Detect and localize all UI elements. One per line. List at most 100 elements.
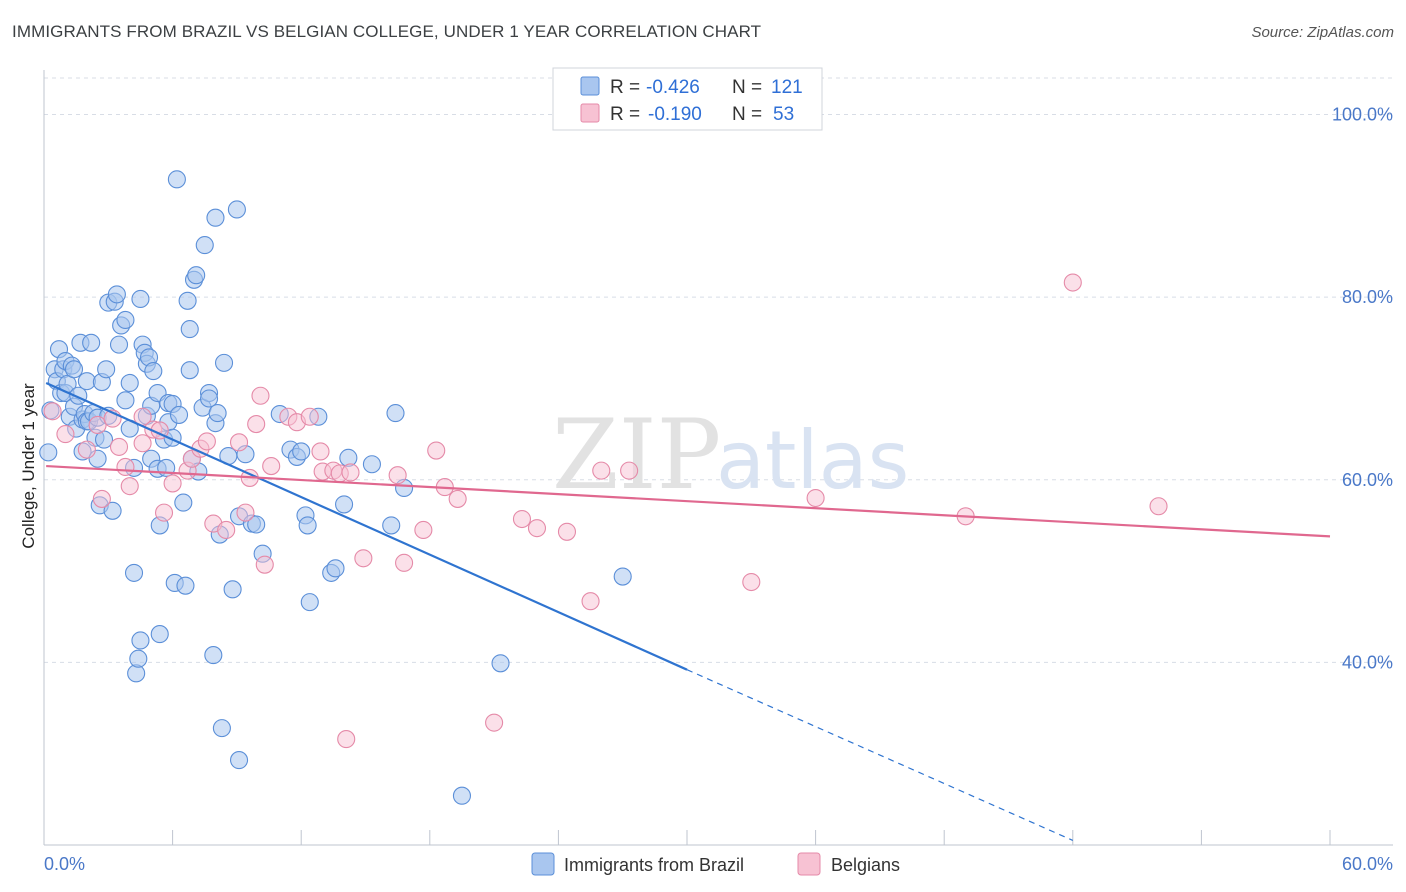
point-brazil [129, 649, 148, 668]
point-brazil [180, 320, 199, 339]
point-brazil [174, 493, 193, 512]
series-legend-label-brazil: Immigrants from Brazil [564, 855, 744, 875]
point-brazil [150, 625, 169, 644]
point-brazil [300, 593, 319, 612]
point-brazil [103, 501, 122, 520]
legend-swatch-belgians [580, 103, 600, 123]
legend-n-label-belgians: N = [732, 104, 762, 125]
point-brazil [491, 654, 510, 673]
point-brazil [167, 170, 186, 189]
point-belgians [337, 730, 356, 749]
point-belgians [247, 415, 266, 434]
watermark: ZIP atlas [552, 399, 909, 511]
legend-swatch-brazil [580, 76, 600, 96]
y-axis-label: College, Under 1 year [19, 383, 38, 549]
point-belgians [742, 572, 761, 592]
point-belgians [116, 457, 135, 477]
watermark-zip: ZIP [552, 399, 721, 511]
point-brazil [77, 372, 96, 391]
point-belgians [427, 441, 446, 460]
series-legend: Immigrants from Brazil Belgians [531, 852, 900, 876]
point-belgians [133, 434, 152, 453]
point-brazil [109, 335, 129, 354]
point-brazil [124, 563, 144, 582]
legend-r-value-belgians: -0.190 [648, 104, 702, 125]
point-belgians [557, 522, 577, 541]
point-belgians [109, 437, 129, 456]
point-brazil [227, 200, 246, 219]
point-belgians [77, 440, 96, 459]
point-brazil [82, 333, 101, 352]
point-brazil [144, 362, 163, 381]
trend-line-belgians [46, 464, 1331, 538]
point-belgians [448, 489, 467, 508]
series-legend-swatch-brazil [531, 852, 555, 876]
point-belgians [1063, 273, 1082, 292]
legend-n-value-brazil: 121 [771, 77, 803, 98]
point-belgians [88, 415, 107, 435]
legend-n-label-brazil: N = [732, 77, 762, 98]
point-belgians [354, 549, 373, 568]
trend-lines [45, 381, 1331, 841]
point-brazil [107, 285, 126, 304]
point-brazil [180, 361, 199, 380]
y-tick-label: 80.0% [1342, 287, 1393, 307]
point-belgians [262, 457, 281, 476]
point-brazil [116, 310, 135, 330]
point-belgians [300, 407, 319, 426]
point-brazil [199, 389, 219, 408]
point-brazil [247, 515, 266, 534]
point-brazil [613, 567, 632, 586]
point-belgians [120, 477, 139, 496]
point-belgians [581, 592, 600, 611]
x-tick-label-max: 60.0% [1342, 854, 1393, 874]
y-tick-labels: 40.0% 60.0% 80.0% 100.0% [1332, 105, 1393, 673]
point-belgians [43, 402, 62, 421]
point-belgians [236, 503, 255, 522]
chart-title: IMMIGRANTS FROM BRAZIL VS BELGIAN COLLEG… [12, 22, 762, 41]
point-brazil [382, 516, 401, 535]
y-tick-label: 60.0% [1342, 470, 1393, 490]
point-brazil [195, 236, 214, 255]
series-legend-swatch-belgians [797, 852, 821, 876]
point-belgians [620, 461, 639, 480]
grid [44, 77, 1393, 663]
point-brazil [362, 455, 381, 474]
series-legend-label-belgians: Belgians [831, 855, 900, 875]
point-belgians [92, 489, 111, 508]
point-brazil [187, 266, 206, 285]
x-tick-label-min: 0.0% [44, 854, 85, 874]
point-belgians [395, 553, 414, 572]
legend-r-value-brazil: -0.426 [646, 77, 700, 98]
point-belgians [341, 463, 360, 482]
series-belgians-points [43, 273, 1168, 749]
point-brazil [326, 559, 345, 578]
point-brazil [64, 360, 84, 379]
point-brazil [120, 373, 139, 393]
point-brazil [229, 751, 249, 770]
point-brazil [178, 291, 197, 310]
legend-n-value-belgians: 53 [773, 104, 794, 125]
point-brazil [298, 516, 317, 535]
stats-legend: R = -0.426 N = 121 R = -0.190 N = 53 [552, 67, 823, 131]
point-brazil [176, 576, 195, 595]
point-belgians [527, 519, 547, 538]
point-brazil [335, 495, 354, 514]
point-belgians [255, 555, 274, 574]
point-belgians [217, 520, 236, 540]
point-belgians [56, 425, 75, 444]
legend-r-label-brazil: R = [610, 77, 640, 98]
point-belgians [806, 488, 825, 508]
point-brazil [97, 360, 116, 379]
point-belgians [311, 442, 330, 461]
legend-r-label-belgians: R = [610, 104, 640, 125]
point-brazil [39, 443, 58, 462]
point-brazil [212, 719, 231, 738]
point-belgians [154, 503, 174, 522]
point-brazil [452, 786, 472, 805]
point-belgians [251, 386, 270, 405]
trend-line-brazil-extrapolated [686, 669, 1074, 841]
point-belgians [163, 474, 182, 493]
point-belgians [485, 713, 504, 732]
